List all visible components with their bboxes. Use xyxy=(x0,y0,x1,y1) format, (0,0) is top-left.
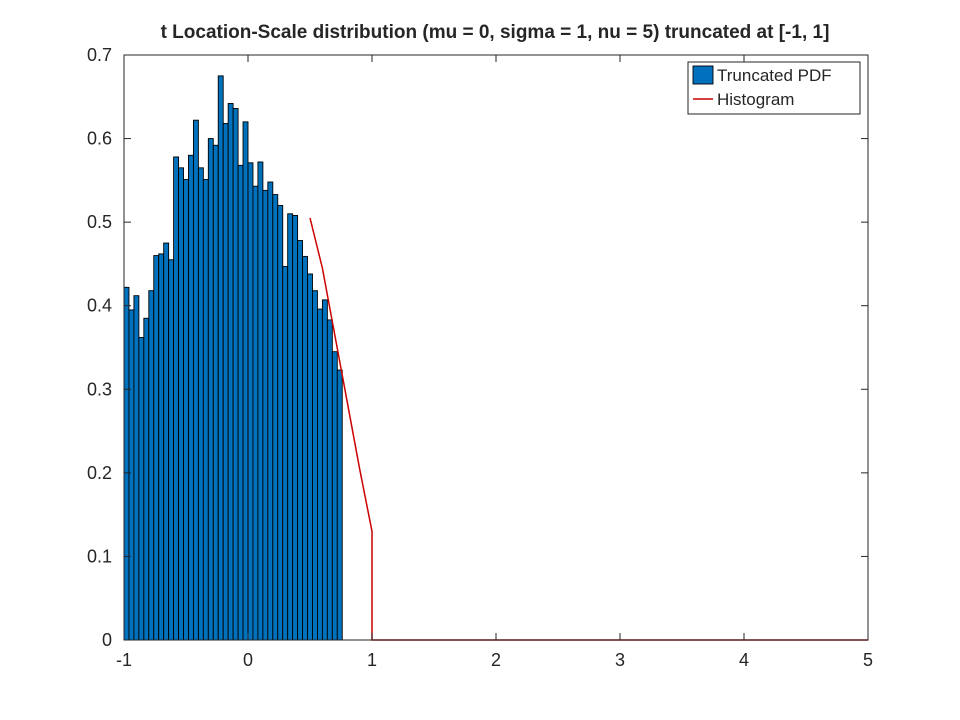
histogram-bar xyxy=(138,337,145,641)
histogram-bar xyxy=(252,185,259,641)
histogram-bar xyxy=(331,351,338,641)
histogram-bar xyxy=(321,299,328,641)
histogram-bar xyxy=(153,255,160,641)
histogram-bar xyxy=(307,273,313,641)
histogram-bar xyxy=(292,215,299,641)
axes: -1 0 1 2 3 4 500.10.20.30.40.50.60.7 xyxy=(87,45,873,670)
histogram-bar xyxy=(163,242,170,641)
y-tick-label: 0 xyxy=(102,630,112,650)
histogram-bar xyxy=(168,259,175,641)
histogram-bar xyxy=(312,290,318,641)
histogram-bar xyxy=(133,295,140,641)
x-tick-label: 5 xyxy=(863,650,873,670)
chart-title: t Location-Scale distribution (mu = 0, s… xyxy=(161,22,830,43)
y-tick-label: 0.6 xyxy=(87,129,112,149)
histogram-bar xyxy=(212,144,219,641)
histogram-bar xyxy=(297,240,304,641)
histogram-bar xyxy=(128,309,135,641)
histogram-bar xyxy=(188,154,194,641)
histogram-bar xyxy=(192,119,199,641)
histogram-bar xyxy=(316,308,323,641)
y-tick-label: 0.4 xyxy=(87,296,112,316)
y-tick-label: 0.1 xyxy=(87,546,112,566)
histogram-bar xyxy=(227,103,234,641)
histogram-bar xyxy=(336,369,343,641)
x-tick-label: 4 xyxy=(739,650,749,670)
histogram-line xyxy=(309,217,868,641)
x-tick-label: 3 xyxy=(615,650,625,670)
histogram-bar xyxy=(282,265,289,641)
legend-label: Histogram xyxy=(717,90,794,109)
x-tick-label: -1 xyxy=(116,650,132,670)
histogram-bar xyxy=(232,108,239,641)
y-tick-label: 0.5 xyxy=(87,212,112,232)
histogram-bar xyxy=(123,286,130,641)
histogram-bar xyxy=(302,255,308,641)
legend-swatch-bar xyxy=(692,65,714,85)
histogram-bar xyxy=(148,290,155,641)
histogram-bar xyxy=(247,162,254,641)
histogram-bar xyxy=(237,164,244,641)
histogram-bar xyxy=(173,156,180,641)
histogram-bar xyxy=(207,138,214,641)
histogram-bar xyxy=(277,204,284,641)
histogram-bar xyxy=(242,121,249,641)
x-tick-label: 2 xyxy=(491,650,501,670)
histogram-bar xyxy=(178,167,184,641)
legend: Truncated PDF Histogram xyxy=(687,61,861,115)
legend-box xyxy=(687,61,861,115)
histogram-bar xyxy=(326,319,333,641)
x-tick-label: 1 xyxy=(367,650,377,670)
histogram-bar xyxy=(202,179,209,641)
histogram-bar xyxy=(267,181,274,641)
x-tick-label: 0 xyxy=(243,650,253,670)
histogram-bar xyxy=(197,167,204,641)
y-tick-label: 0.7 xyxy=(87,45,112,65)
histogram-bar xyxy=(257,161,264,641)
histogram-bar xyxy=(262,189,269,641)
histogram-bar xyxy=(158,253,165,641)
histogram-bar xyxy=(183,179,189,641)
histogram-bar xyxy=(287,213,294,641)
histogram-bar xyxy=(143,317,150,641)
histogram-bar xyxy=(217,75,224,641)
y-tick-label: 0.3 xyxy=(87,379,112,399)
histogram-bar xyxy=(272,194,279,641)
y-tick-label: 0.2 xyxy=(87,463,112,483)
legend-label: Truncated PDF xyxy=(717,66,832,85)
histogram-bar xyxy=(222,123,229,641)
line-series xyxy=(309,217,868,641)
